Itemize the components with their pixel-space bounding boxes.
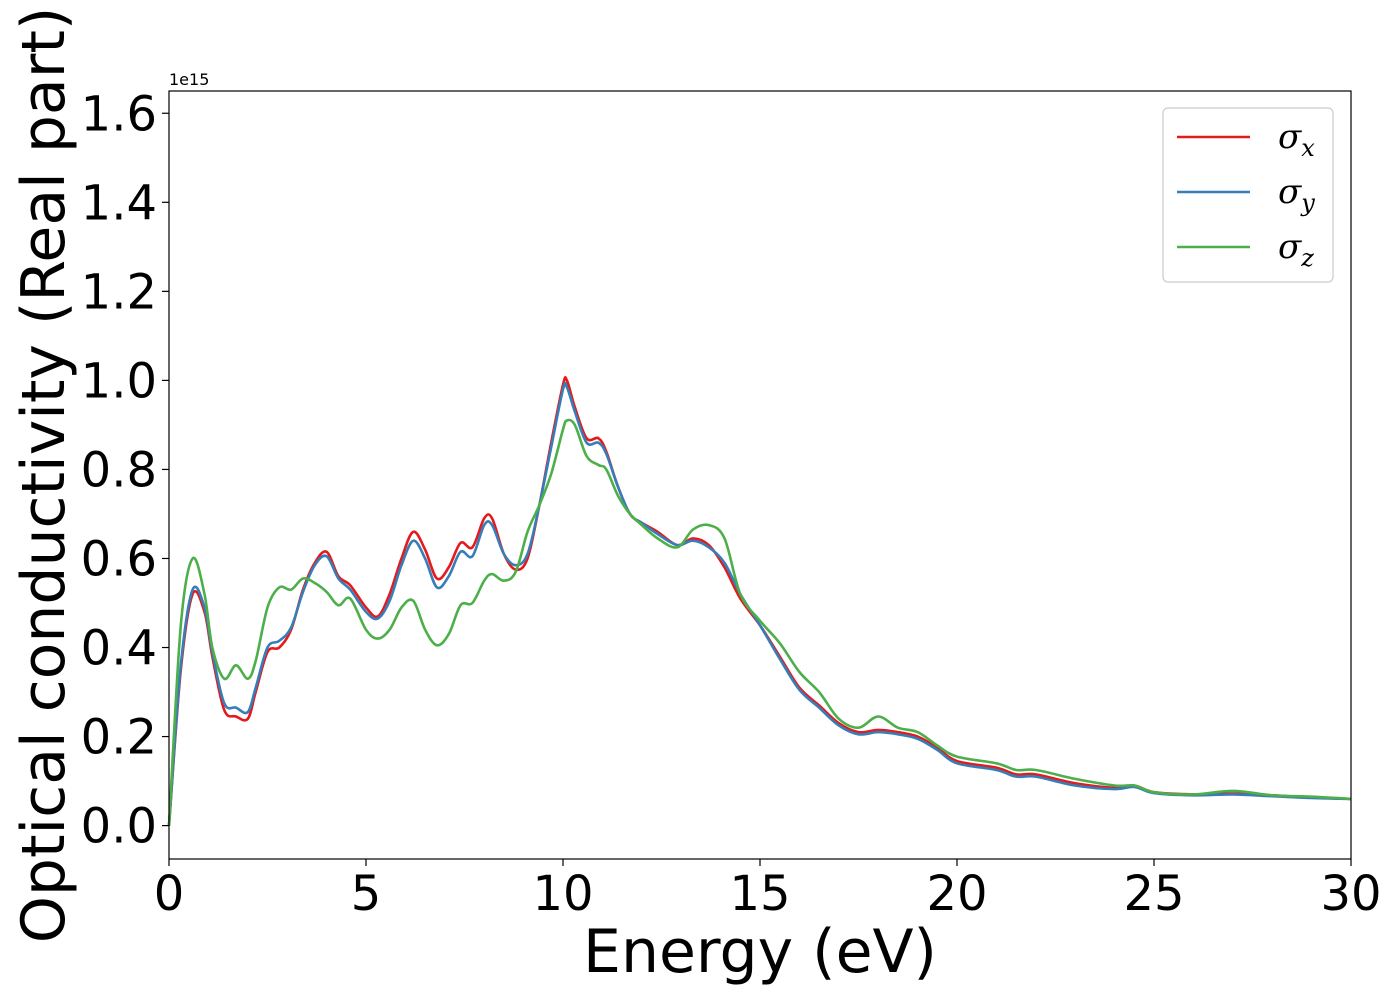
y-offset-label: 1e15	[169, 70, 209, 89]
legend-label-x: σx	[1278, 117, 1315, 162]
y-tick-label: 0.6	[81, 531, 157, 587]
legend-label-z: σz	[1278, 227, 1314, 272]
x-tick-label: 30	[1320, 866, 1381, 922]
legend: σx σy σz	[1162, 107, 1334, 283]
series-line-z	[167, 418, 1352, 826]
x-tick-label: 25	[1123, 866, 1184, 922]
x-axis-ticks: 0 5 10 15 20 25 30	[154, 859, 1382, 922]
x-axis-title: Energy (eV)	[583, 917, 937, 987]
y-tick-label: 0.2	[81, 710, 157, 766]
y-axis-title: Optical conductivity (Real part)	[9, 7, 79, 944]
y-tick-label: 1.2	[81, 264, 157, 320]
x-tick-label: 0	[154, 866, 185, 922]
series-layer	[167, 376, 1352, 826]
y-tick-label: 1.4	[81, 175, 157, 231]
y-tick-label: 0.0	[81, 799, 157, 855]
legend-box	[1162, 107, 1334, 283]
y-tick-label: 0.8	[81, 442, 157, 498]
y-tick-label: 1.0	[81, 353, 157, 409]
x-tick-label: 10	[532, 866, 593, 922]
x-tick-label: 5	[351, 866, 382, 922]
x-tick-label: 20	[926, 866, 987, 922]
series-line-y	[167, 381, 1352, 826]
legend-label-y: σy	[1278, 172, 1315, 217]
x-tick-label: 15	[729, 866, 790, 922]
y-tick-label: 1.6	[81, 86, 157, 142]
y-axis-ticks: 0.0 0.2 0.4 0.6 0.8 1.0 1.2 1.4 1.6	[81, 86, 169, 855]
y-tick-label: 0.4	[81, 621, 157, 677]
